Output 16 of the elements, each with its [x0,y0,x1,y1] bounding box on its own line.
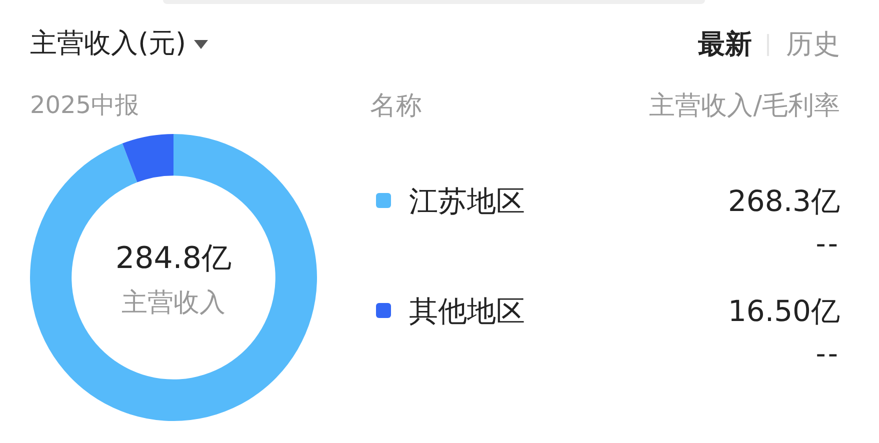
chart-title: 主营收入(元) [30,28,186,59]
text: 历史 [786,29,840,60]
data-label: 268.3亿 [728,184,840,218]
legend-label: 江苏地区 [409,184,525,218]
text: -- [816,227,840,260]
text: 主营收入 [120,288,226,318]
text: 284.8亿 [114,241,232,276]
text: 最新 [698,29,752,60]
data-label: 16.50亿 [728,294,840,328]
donut-slice [122,134,174,182]
text: 主营收入/毛利率 [649,91,840,121]
legend-title: 名称 [370,91,422,121]
chart-subtitle: 2025中报 [30,91,140,119]
donut-slice [30,134,317,421]
text: -- [816,337,840,370]
legend-label: 其他地区 [409,294,525,328]
